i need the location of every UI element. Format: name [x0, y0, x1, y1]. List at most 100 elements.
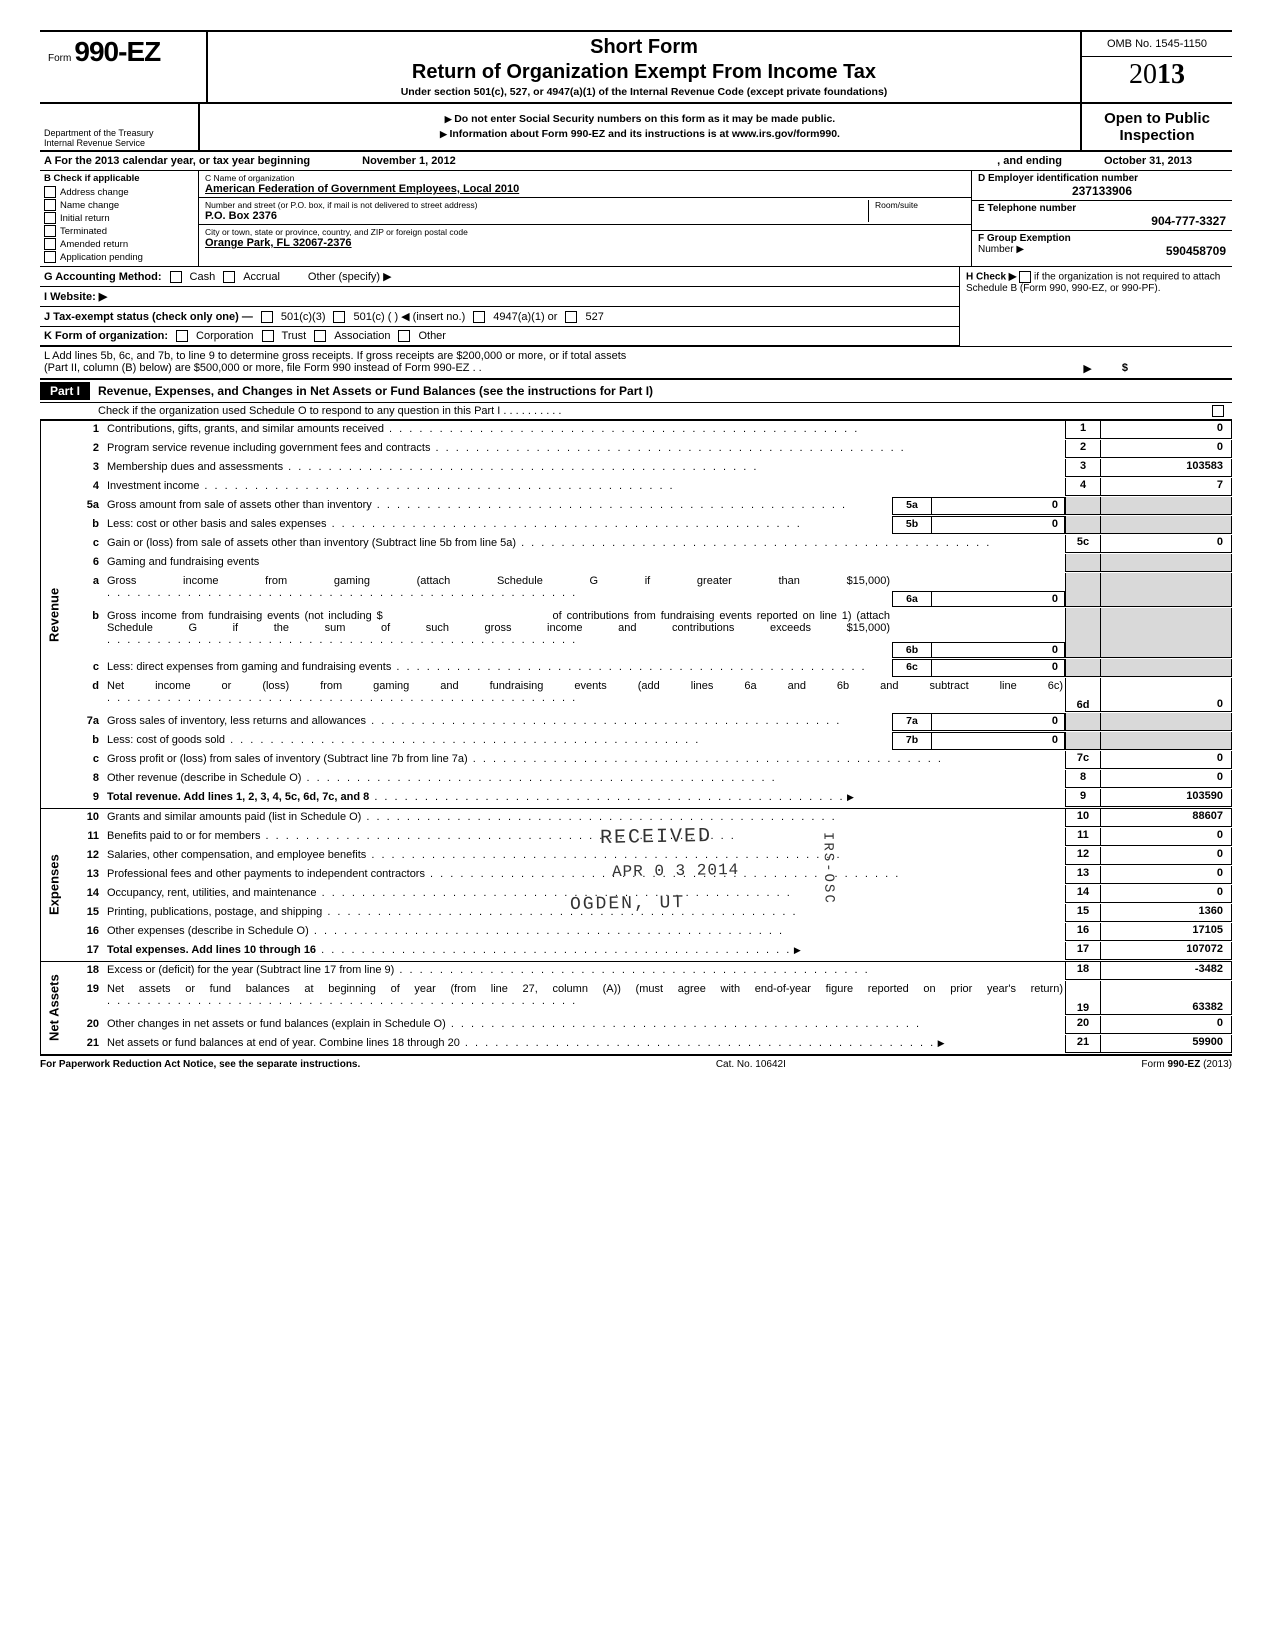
gh-row: G Accounting Method: Cash Accrual Other …: [40, 267, 1232, 346]
street-val: P.O. Box 2376: [205, 210, 868, 222]
line-6b: b Gross income from fundraising events (…: [67, 608, 1232, 659]
line-2: 2 Program service revenue including gove…: [67, 440, 1232, 459]
def-block: D Employer identification number 2371339…: [971, 171, 1232, 266]
l-line1: L Add lines 5b, 6c, and 7b, to line 9 to…: [44, 350, 1228, 362]
line-7a: 7a Gross sales of inventory, less return…: [67, 713, 1232, 732]
year-bold: 13: [1157, 59, 1185, 90]
e-row: E Telephone number 904-777-3327: [972, 201, 1232, 231]
b-block: B Check if applicable Address change Nam…: [40, 171, 199, 266]
tax-year: 2013: [1082, 57, 1232, 93]
line-5b: b Less: cost or other basis and sales ex…: [67, 516, 1232, 535]
open-text: Open to Public: [1082, 110, 1232, 127]
line-14: 14 Occupancy, rent, utilities, and maint…: [67, 885, 1232, 904]
c-city-row: City or town, state or province, country…: [199, 225, 971, 251]
revenue-label: Revenue: [40, 421, 67, 808]
omb-no: OMB No. 1545-1150: [1082, 32, 1232, 57]
short-form: Short Form: [216, 36, 1072, 59]
subtitle: Under section 501(c), 527, or 4947(a)(1)…: [216, 86, 1072, 98]
f-val: 590458709: [1024, 244, 1226, 258]
a-begin: November 1, 2012: [362, 155, 456, 167]
footer-left: For Paperwork Reduction Act Notice, see …: [40, 1059, 360, 1070]
city-val: Orange Park, FL 32067-2376: [205, 237, 965, 249]
line-4: 4 Investment income 4 7: [67, 478, 1232, 497]
line-19: 19 Net assets or fund balances at beginn…: [67, 981, 1232, 1016]
chk-initial[interactable]: Initial return: [44, 212, 194, 224]
i-row: I Website: ▶: [40, 287, 959, 307]
f-label2: Number ▶: [978, 244, 1024, 258]
notice1: Do not enter Social Security numbers on …: [206, 113, 1074, 125]
footer-right: Form 990-EZ (2013): [1141, 1059, 1232, 1070]
line-5c: c Gain or (loss) from sale of assets oth…: [67, 535, 1232, 554]
c-name: American Federation of Government Employ…: [205, 183, 965, 195]
line-3: 3 Membership dues and assessments 3 1035…: [67, 459, 1232, 478]
line-6d: d Net income or (loss) from gaming and f…: [67, 678, 1232, 713]
k-row: K Form of organization: Corporation Trus…: [40, 327, 959, 346]
j-label: J Tax-exempt status (check only one) —: [44, 311, 253, 323]
city-label: City or town, state or province, country…: [205, 227, 965, 237]
part1-title: Revenue, Expenses, and Changes in Net As…: [98, 384, 653, 398]
a-end: October 31, 2013: [1104, 155, 1192, 167]
a-label: A For the 2013 calendar year, or tax yea…: [44, 155, 310, 167]
d-row: D Employer identification number 2371339…: [972, 171, 1232, 201]
g-other: Other (specify) ▶: [308, 270, 392, 283]
l-line2: (Part II, column (B) below) are $500,000…: [44, 362, 482, 375]
line-6a: a Gross income from gaming (attach Sched…: [67, 573, 1232, 608]
netassets-section: Net Assets 18 Excess or (deficit) for th…: [40, 961, 1232, 1054]
a-and: , and ending: [997, 155, 1062, 167]
line-20: 20 Other changes in net assets or fund b…: [67, 1016, 1232, 1035]
line-6c: c Less: direct expenses from gaming and …: [67, 659, 1232, 678]
line-17: 17 Total expenses. Add lines 10 through …: [67, 942, 1232, 961]
room-label: Room/suite: [875, 200, 965, 210]
l-row: L Add lines 5b, 6c, and 7b, to line 9 to…: [40, 346, 1232, 379]
d-label: D Employer identification number: [978, 173, 1226, 184]
chk-address[interactable]: Address change: [44, 186, 194, 198]
revenue-body: 1 Contributions, gifts, grants, and simi…: [67, 421, 1232, 808]
line-18: 18 Excess or (deficit) for the year (Sub…: [67, 962, 1232, 981]
main-title: Return of Organization Exempt From Incom…: [216, 61, 1072, 84]
f-label: F Group Exemption: [978, 233, 1226, 244]
part1-checkbox[interactable]: [1212, 405, 1224, 417]
dept1: Department of the Treasury: [44, 128, 194, 138]
line-11: 11 Benefits paid to or for members 11 0: [67, 828, 1232, 847]
line-13: 13 Professional fees and other payments …: [67, 866, 1232, 885]
line-10: 10 Grants and similar amounts paid (list…: [67, 809, 1232, 828]
chk-pending[interactable]: Application pending: [44, 251, 194, 263]
h-box[interactable]: [1019, 271, 1031, 283]
line-9: 9 Total revenue. Add lines 1, 2, 3, 4, 5…: [67, 789, 1232, 808]
part1-check: Check if the organization used Schedule …: [98, 405, 1204, 417]
chk-name[interactable]: Name change: [44, 199, 194, 211]
expenses-label: Expenses: [40, 809, 67, 961]
part1-header: Part I Revenue, Expenses, and Changes in…: [40, 379, 1232, 403]
line-7b: b Less: cost of goods sold 7b 0: [67, 732, 1232, 751]
street-label: Number and street (or P.O. box, if mail …: [205, 200, 868, 210]
dept-left: Department of the Treasury Internal Reve…: [40, 104, 200, 150]
chk-amended[interactable]: Amended return: [44, 238, 194, 250]
c-name-row: C Name of organization American Federati…: [199, 171, 971, 198]
footer: For Paperwork Reduction Act Notice, see …: [40, 1054, 1232, 1070]
netassets-body: 18 Excess or (deficit) for the year (Sub…: [67, 962, 1232, 1054]
part1-tag: Part I: [40, 382, 90, 400]
line-1: 1 Contributions, gifts, grants, and simi…: [67, 421, 1232, 440]
g-cash-box[interactable]: [170, 271, 182, 283]
l-arrow: ▶: [1083, 362, 1091, 375]
b-label: B Check if applicable: [44, 173, 194, 184]
expenses-body: 10 Grants and similar amounts paid (list…: [67, 809, 1232, 961]
year-prefix: 20: [1129, 59, 1157, 90]
line-21: 21 Net assets or fund balances at end of…: [67, 1035, 1232, 1054]
chk-terminated[interactable]: Terminated: [44, 225, 194, 237]
line-7c: c Gross profit or (loss) from sales of i…: [67, 751, 1232, 770]
k-label: K Form of organization:: [44, 330, 168, 342]
h-label: H Check ▶: [966, 272, 1016, 283]
open-inspection: Open to Public Inspection: [1080, 104, 1232, 150]
line-6: 6 Gaming and fundraising events: [67, 554, 1232, 573]
revenue-section: Revenue 1 Contributions, gifts, grants, …: [40, 420, 1232, 808]
e-label: E Telephone number: [978, 203, 1226, 214]
g-row: G Accounting Method: Cash Accrual Other …: [40, 267, 959, 287]
g-accrual-box[interactable]: [223, 271, 235, 283]
h-block: H Check ▶ if the organization is not req…: [959, 267, 1232, 346]
footer-mid: Cat. No. 10642I: [716, 1059, 786, 1070]
dept-row: Department of the Treasury Internal Reve…: [40, 104, 1232, 152]
form-page: Form 990-EZ Short Form Return of Organiz…: [40, 30, 1232, 1070]
c-block: C Name of organization American Federati…: [199, 171, 971, 266]
line-12: 12 Salaries, other compensation, and emp…: [67, 847, 1232, 866]
